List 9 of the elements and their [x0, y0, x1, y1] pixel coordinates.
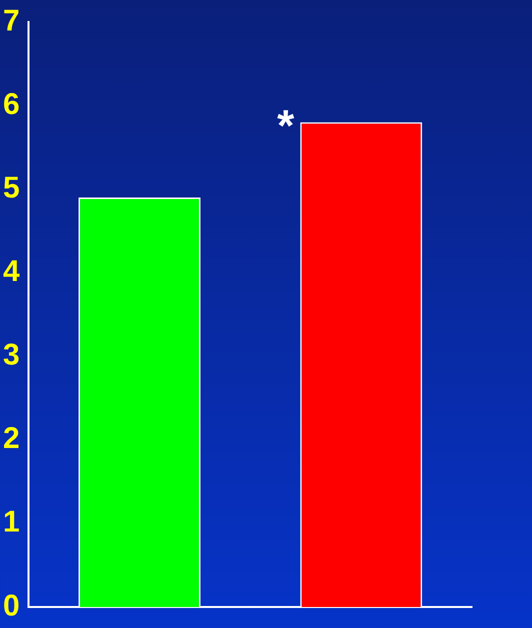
y-tick-label: 0: [2, 589, 20, 622]
y-tick-label: 3: [2, 338, 20, 372]
y-tick-label: 6: [2, 88, 20, 121]
y-tick-label: 2: [2, 422, 20, 456]
y-tick-label: 5: [2, 171, 20, 204]
y-tick-label: 7: [2, 4, 20, 38]
y-tick-label: 4: [2, 254, 20, 288]
annotation: *: [277, 101, 296, 150]
y-tick-label: 1: [2, 506, 20, 539]
